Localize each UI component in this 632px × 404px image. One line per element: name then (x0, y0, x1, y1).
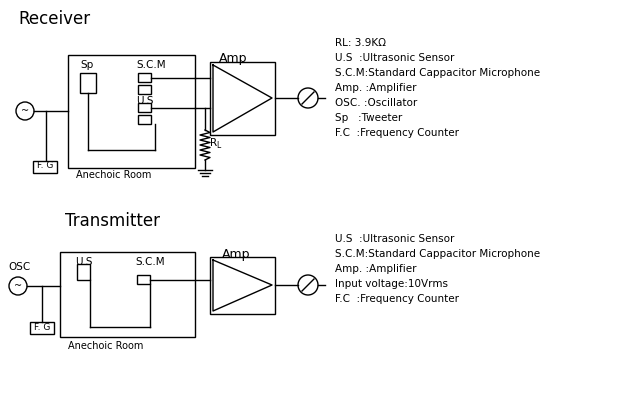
Text: U.S  :Ultrasonic Sensor: U.S :Ultrasonic Sensor (335, 234, 454, 244)
Bar (137, 275, 150, 284)
Text: U.S  :Ultrasonic Sensor: U.S :Ultrasonic Sensor (335, 53, 454, 63)
Text: Receiver: Receiver (18, 10, 90, 28)
Bar (138, 73, 151, 82)
Text: Sp   :Tweeter: Sp :Tweeter (335, 113, 402, 123)
Bar (138, 85, 151, 94)
Text: S.C.M: S.C.M (135, 257, 164, 267)
Text: F.C  :Frequency Counter: F.C :Frequency Counter (335, 294, 459, 304)
Text: Anechoic Room: Anechoic Room (76, 170, 152, 180)
Text: OSC. :Oscillator: OSC. :Oscillator (335, 98, 417, 108)
Text: RL: 3.9KΩ: RL: 3.9KΩ (335, 38, 386, 48)
Bar (138, 103, 151, 112)
Text: Anechoic Room: Anechoic Room (68, 341, 143, 351)
Text: ~: ~ (21, 106, 29, 116)
Text: L: L (216, 141, 220, 149)
Text: S.C.M:Standard Cappacitor Microphone: S.C.M:Standard Cappacitor Microphone (335, 249, 540, 259)
Bar (138, 115, 151, 124)
Bar (60, 252, 195, 337)
Text: R: R (210, 138, 217, 148)
Bar (80, 73, 96, 93)
Bar (210, 257, 275, 314)
Text: Sp: Sp (80, 60, 94, 70)
Text: S.C.M:Standard Cappacitor Microphone: S.C.M:Standard Cappacitor Microphone (335, 68, 540, 78)
Bar (33, 161, 57, 173)
Bar (68, 55, 195, 168)
Text: F. G: F. G (34, 323, 50, 332)
Text: U.S: U.S (75, 257, 92, 267)
Text: F. G: F. G (37, 161, 53, 170)
Text: Amp. :Amplifier: Amp. :Amplifier (335, 83, 416, 93)
Text: Transmitter: Transmitter (65, 212, 160, 230)
Bar (77, 264, 90, 280)
Text: ~: ~ (14, 281, 22, 291)
Text: F.C  :Frequency Counter: F.C :Frequency Counter (335, 128, 459, 138)
Text: S.C.M: S.C.M (136, 60, 166, 70)
Bar (30, 322, 54, 334)
Text: Input voltage:10Vrms: Input voltage:10Vrms (335, 279, 448, 289)
Text: Amp: Amp (219, 52, 247, 65)
Text: Amp: Amp (222, 248, 250, 261)
Text: U.S: U.S (136, 96, 154, 106)
Text: OSC: OSC (8, 262, 30, 272)
Bar (210, 62, 275, 135)
Text: Amp. :Amplifier: Amp. :Amplifier (335, 264, 416, 274)
